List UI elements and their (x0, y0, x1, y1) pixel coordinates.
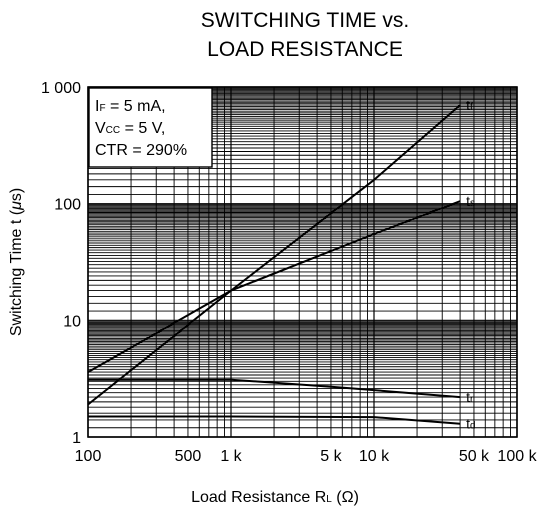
chart-title-line-1: SWITCHING TIME vs. (201, 9, 409, 32)
x-axis-label-main: Load Resistance R (191, 489, 326, 506)
y-tick-label: 10 (63, 313, 81, 330)
series-label-td: td (466, 416, 475, 432)
y-axis-label-main: Switching Time t ( (8, 209, 25, 336)
y-tick-label: 100 (54, 197, 81, 214)
chart-title-line-2: LOAD RESISTANCE (207, 38, 403, 61)
condition-line: IF = 5 mA, (95, 98, 166, 115)
series-line-tf (87, 104, 461, 406)
series-line-tr (88, 378, 461, 399)
y-axis-label-unit: s) (8, 188, 25, 201)
x-axis-label-unit: (Ω) (332, 489, 359, 506)
x-tick-label: 100 (75, 448, 102, 465)
series-label-tf: tf (466, 97, 473, 113)
series-label-tr: tr (466, 389, 474, 405)
x-tick-label: 100 k (497, 448, 537, 465)
plot-frame (87, 86, 518, 438)
x-tick-labels: 100 500 1 k 5 k 10 k 50 k 100 k (75, 448, 538, 465)
y-tick-label: 1 000 (41, 80, 81, 97)
y-tick-labels: 1 10 100 1 000 (41, 80, 81, 447)
x-tick-label: 5 k (320, 448, 342, 465)
conditions-box (88, 87, 213, 168)
x-tick-label: 50 k (459, 448, 490, 465)
y-tick-label: 1 (72, 430, 81, 447)
x-tick-label: 10 k (359, 448, 390, 465)
condition-line: VCC = 5 V, (95, 120, 165, 137)
y-axis-label-mu: μ (8, 201, 25, 211)
condition-line: CTR = 290% (95, 142, 187, 159)
x-tick-label: 500 (175, 448, 202, 465)
x-axis-label-sub: L (326, 494, 332, 505)
x-tick-label: 1 k (220, 448, 242, 465)
series-line-ts (87, 200, 461, 373)
series-line-td (88, 415, 461, 425)
y-axis-label: Switching Time t (μs) (8, 188, 25, 336)
conditions-text: IF = 5 mA, VCC = 5 V, CTR = 290% (95, 98, 187, 159)
x-axis-label: Load Resistance RL (Ω) (191, 489, 359, 506)
series-label-ts: ts (466, 193, 475, 209)
series-lines: tf ts tr td (87, 97, 476, 432)
